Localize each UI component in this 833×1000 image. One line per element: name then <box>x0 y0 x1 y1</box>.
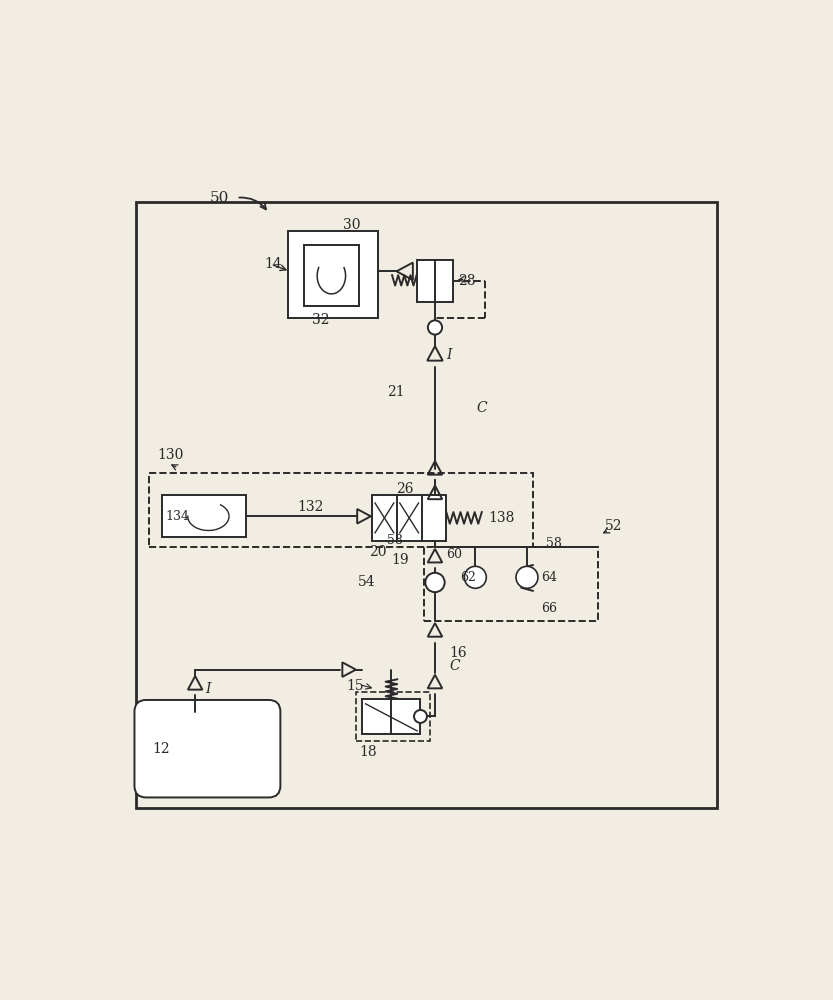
Bar <box>149 473 533 547</box>
Bar <box>372 495 446 541</box>
Text: 64: 64 <box>541 571 557 584</box>
Bar <box>356 692 430 741</box>
Text: 20: 20 <box>369 545 387 559</box>
Text: 21: 21 <box>387 385 404 399</box>
Text: 138: 138 <box>488 511 515 525</box>
Text: I: I <box>205 682 211 696</box>
Bar <box>288 231 378 318</box>
Circle shape <box>414 710 426 723</box>
Text: 52: 52 <box>605 519 622 533</box>
Circle shape <box>426 573 445 592</box>
Text: 132: 132 <box>298 500 324 514</box>
Circle shape <box>516 566 538 588</box>
Text: 19: 19 <box>391 553 409 567</box>
Bar <box>362 699 421 734</box>
Text: 14: 14 <box>264 257 282 271</box>
Text: 134: 134 <box>166 510 189 523</box>
Text: 28: 28 <box>458 274 476 288</box>
Bar <box>417 260 453 302</box>
Text: 15: 15 <box>347 679 364 693</box>
Text: 130: 130 <box>157 448 183 462</box>
Bar <box>304 245 359 306</box>
Text: 26: 26 <box>397 482 414 496</box>
Circle shape <box>464 566 486 588</box>
Text: 58: 58 <box>387 534 402 547</box>
Text: 12: 12 <box>152 742 170 756</box>
Text: 50: 50 <box>209 191 229 205</box>
Text: I: I <box>446 348 452 362</box>
Text: 32: 32 <box>312 313 330 327</box>
Text: 16: 16 <box>449 646 466 660</box>
Text: C: C <box>449 659 460 673</box>
Bar <box>424 547 598 621</box>
FancyBboxPatch shape <box>134 700 281 797</box>
Text: C: C <box>477 401 487 415</box>
Text: 18: 18 <box>359 745 377 759</box>
Text: 58: 58 <box>546 537 562 550</box>
Circle shape <box>428 320 442 335</box>
Text: 66: 66 <box>541 602 557 615</box>
Text: 60: 60 <box>446 548 462 561</box>
Text: 30: 30 <box>343 218 361 232</box>
Bar <box>162 495 247 537</box>
Text: 62: 62 <box>461 571 476 584</box>
Text: 54: 54 <box>357 575 375 589</box>
